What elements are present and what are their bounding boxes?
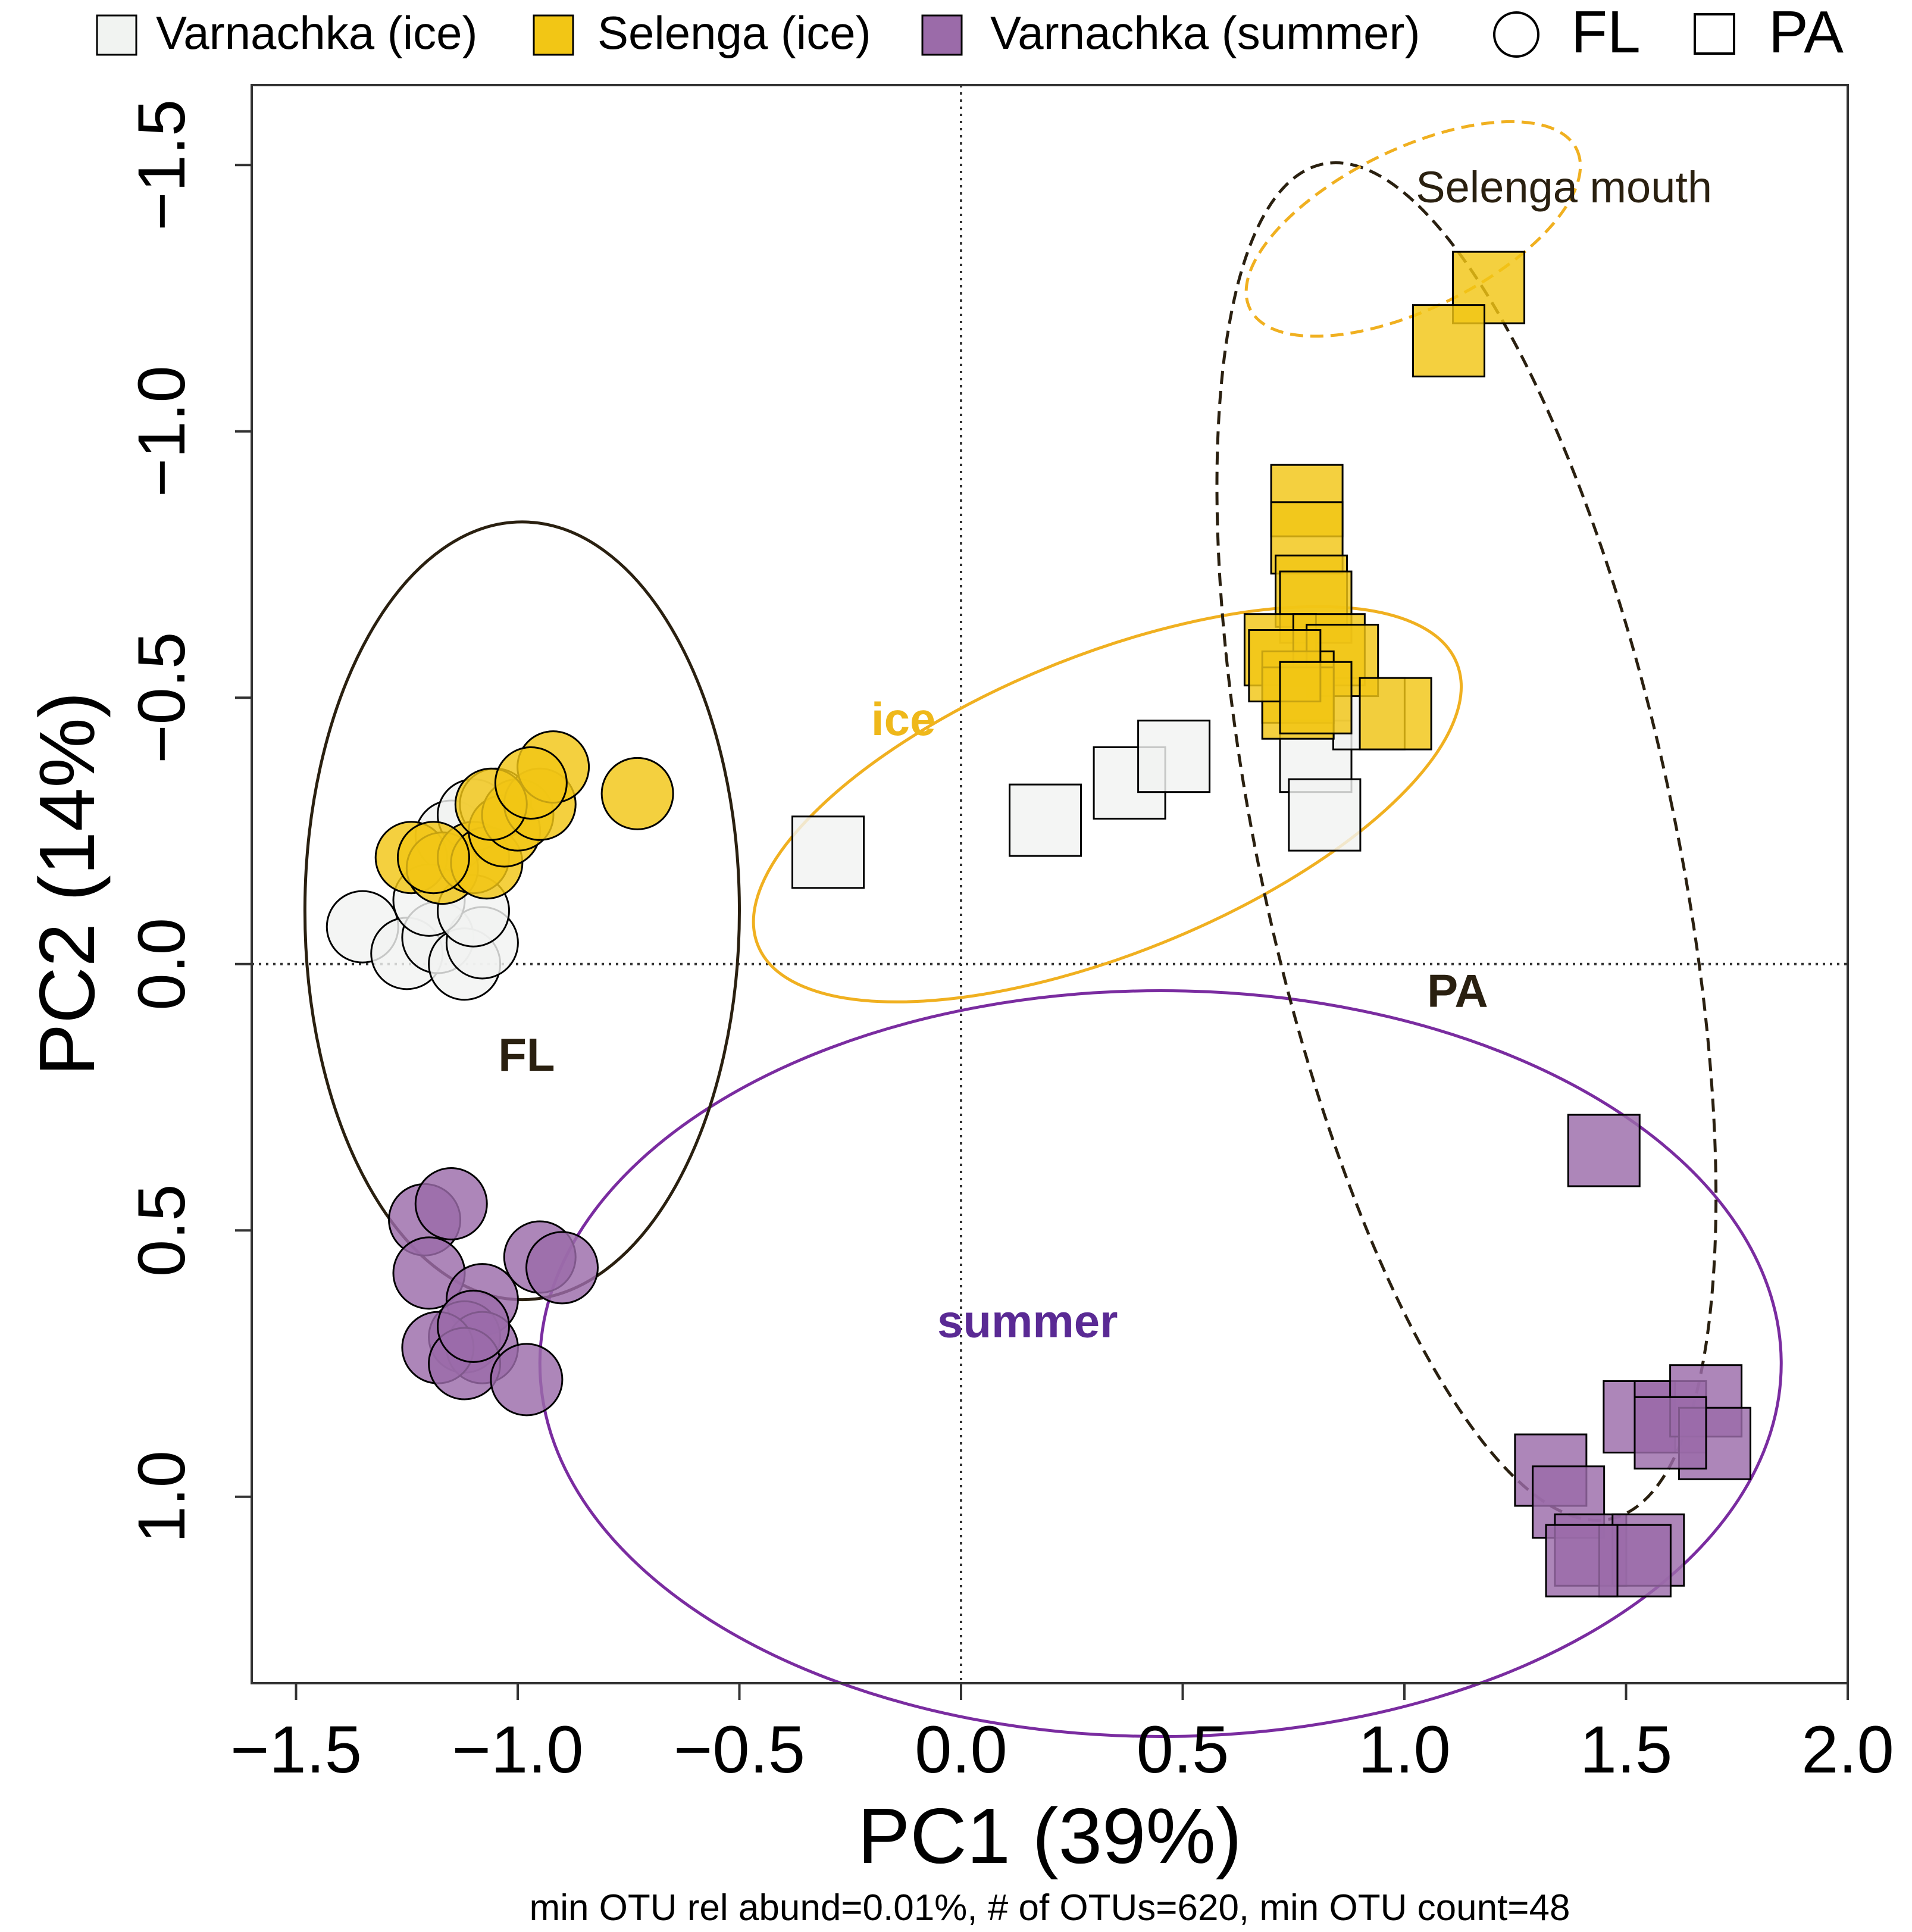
x-tick-label: −1.5	[230, 1712, 362, 1787]
reference-lines	[252, 85, 1848, 1683]
x-tick-label: 0.5	[1137, 1712, 1229, 1787]
point-varnachka-summer-pa	[1567, 1114, 1641, 1187]
y-tick-label: 0.5	[124, 1184, 199, 1277]
legend-label-varnachka-ice: Varnachka (ice)	[156, 7, 477, 59]
x-tick-label: −0.5	[674, 1712, 805, 1787]
y-tick-label: 0.0	[124, 918, 199, 1011]
point-selenga-ice-pa	[1412, 304, 1485, 378]
point-selenga-ice-pa	[1359, 677, 1432, 751]
point-varnachka-summer-fl	[437, 1289, 510, 1363]
legend-swatch-selenga-ice	[533, 14, 574, 56]
legend-shape-pa	[1694, 13, 1735, 55]
legend: Varnachka (ice) Selenga (ice) Varnachka …	[96, 0, 1844, 65]
x-tick-label: 1.0	[1358, 1712, 1451, 1787]
y-axis-title: PC2 (14%)	[23, 692, 111, 1076]
y-tick-label: −0.5	[124, 632, 199, 764]
ellipse-label-fl: FL	[498, 1028, 555, 1081]
point-varnachka-summer-fl	[525, 1231, 599, 1305]
point-varnachka-summer-fl	[414, 1167, 488, 1240]
point-varnachka-ice-pa	[1288, 778, 1362, 852]
data-points	[326, 251, 1751, 1598]
footnote: min OTU rel abund=0.01%, # of OTUs=620, …	[530, 1887, 1570, 1928]
point-selenga-ice-fl	[494, 746, 568, 820]
point-varnachka-ice-pa	[1137, 720, 1211, 793]
x-tick-label: 0.0	[915, 1712, 1007, 1787]
ellipse-labels: ice summer FL PA Selenga mouth	[498, 162, 1712, 1347]
point-varnachka-summer-pa	[1545, 1524, 1619, 1598]
ellipse-label-summer: summer	[937, 1295, 1118, 1347]
legend-label-varnachka-summer: Varnachka (summer)	[990, 7, 1420, 59]
legend-swatch-varnachka-summer	[921, 14, 963, 56]
ellipse-label-pa: PA	[1427, 964, 1488, 1017]
y-tick-label: 1.0	[124, 1450, 199, 1543]
point-varnachka-summer-fl	[490, 1343, 564, 1417]
point-varnachka-ice-pa	[1009, 783, 1082, 857]
legend-shape-fl	[1493, 11, 1539, 58]
point-selenga-ice-fl	[396, 821, 470, 895]
y-tick-label: −1.5	[124, 99, 199, 231]
ellipse-summer	[538, 989, 1783, 1738]
legend-label-fl: FL	[1571, 0, 1641, 65]
point-varnachka-ice-pa	[791, 815, 865, 889]
ellipse-label-ice: ice	[871, 693, 935, 745]
ellipse-ice	[752, 605, 1463, 1003]
ellipse-selenga-mouth	[1244, 120, 1582, 338]
legend-label-selenga-ice: Selenga (ice)	[597, 7, 871, 59]
legend-label-pa: PA	[1769, 0, 1844, 65]
x-axis-title: PC1 (39%)	[858, 1792, 1242, 1880]
point-varnachka-summer-pa	[1634, 1396, 1707, 1470]
x-tick-label: 1.5	[1580, 1712, 1673, 1787]
point-selenga-ice-pa	[1279, 661, 1353, 734]
legend-swatch-varnachka-ice	[96, 14, 137, 56]
x-tick-label: −1.0	[452, 1712, 583, 1787]
point-selenga-ice-fl	[600, 756, 674, 830]
y-axis: −1.5 −1.0 −0.5 0.0 0.5 1.0	[124, 99, 253, 1543]
x-tick-label: 2.0	[1801, 1712, 1894, 1787]
x-axis: −1.5 −1.0 −0.5 0.0 0.5 1.0 1.5 2.0	[230, 1682, 1894, 1787]
ellipse-fl	[303, 520, 741, 1302]
y-tick-label: −1.0	[124, 365, 199, 497]
ellipse-label-selenga-mouth: Selenga mouth	[1416, 162, 1712, 212]
